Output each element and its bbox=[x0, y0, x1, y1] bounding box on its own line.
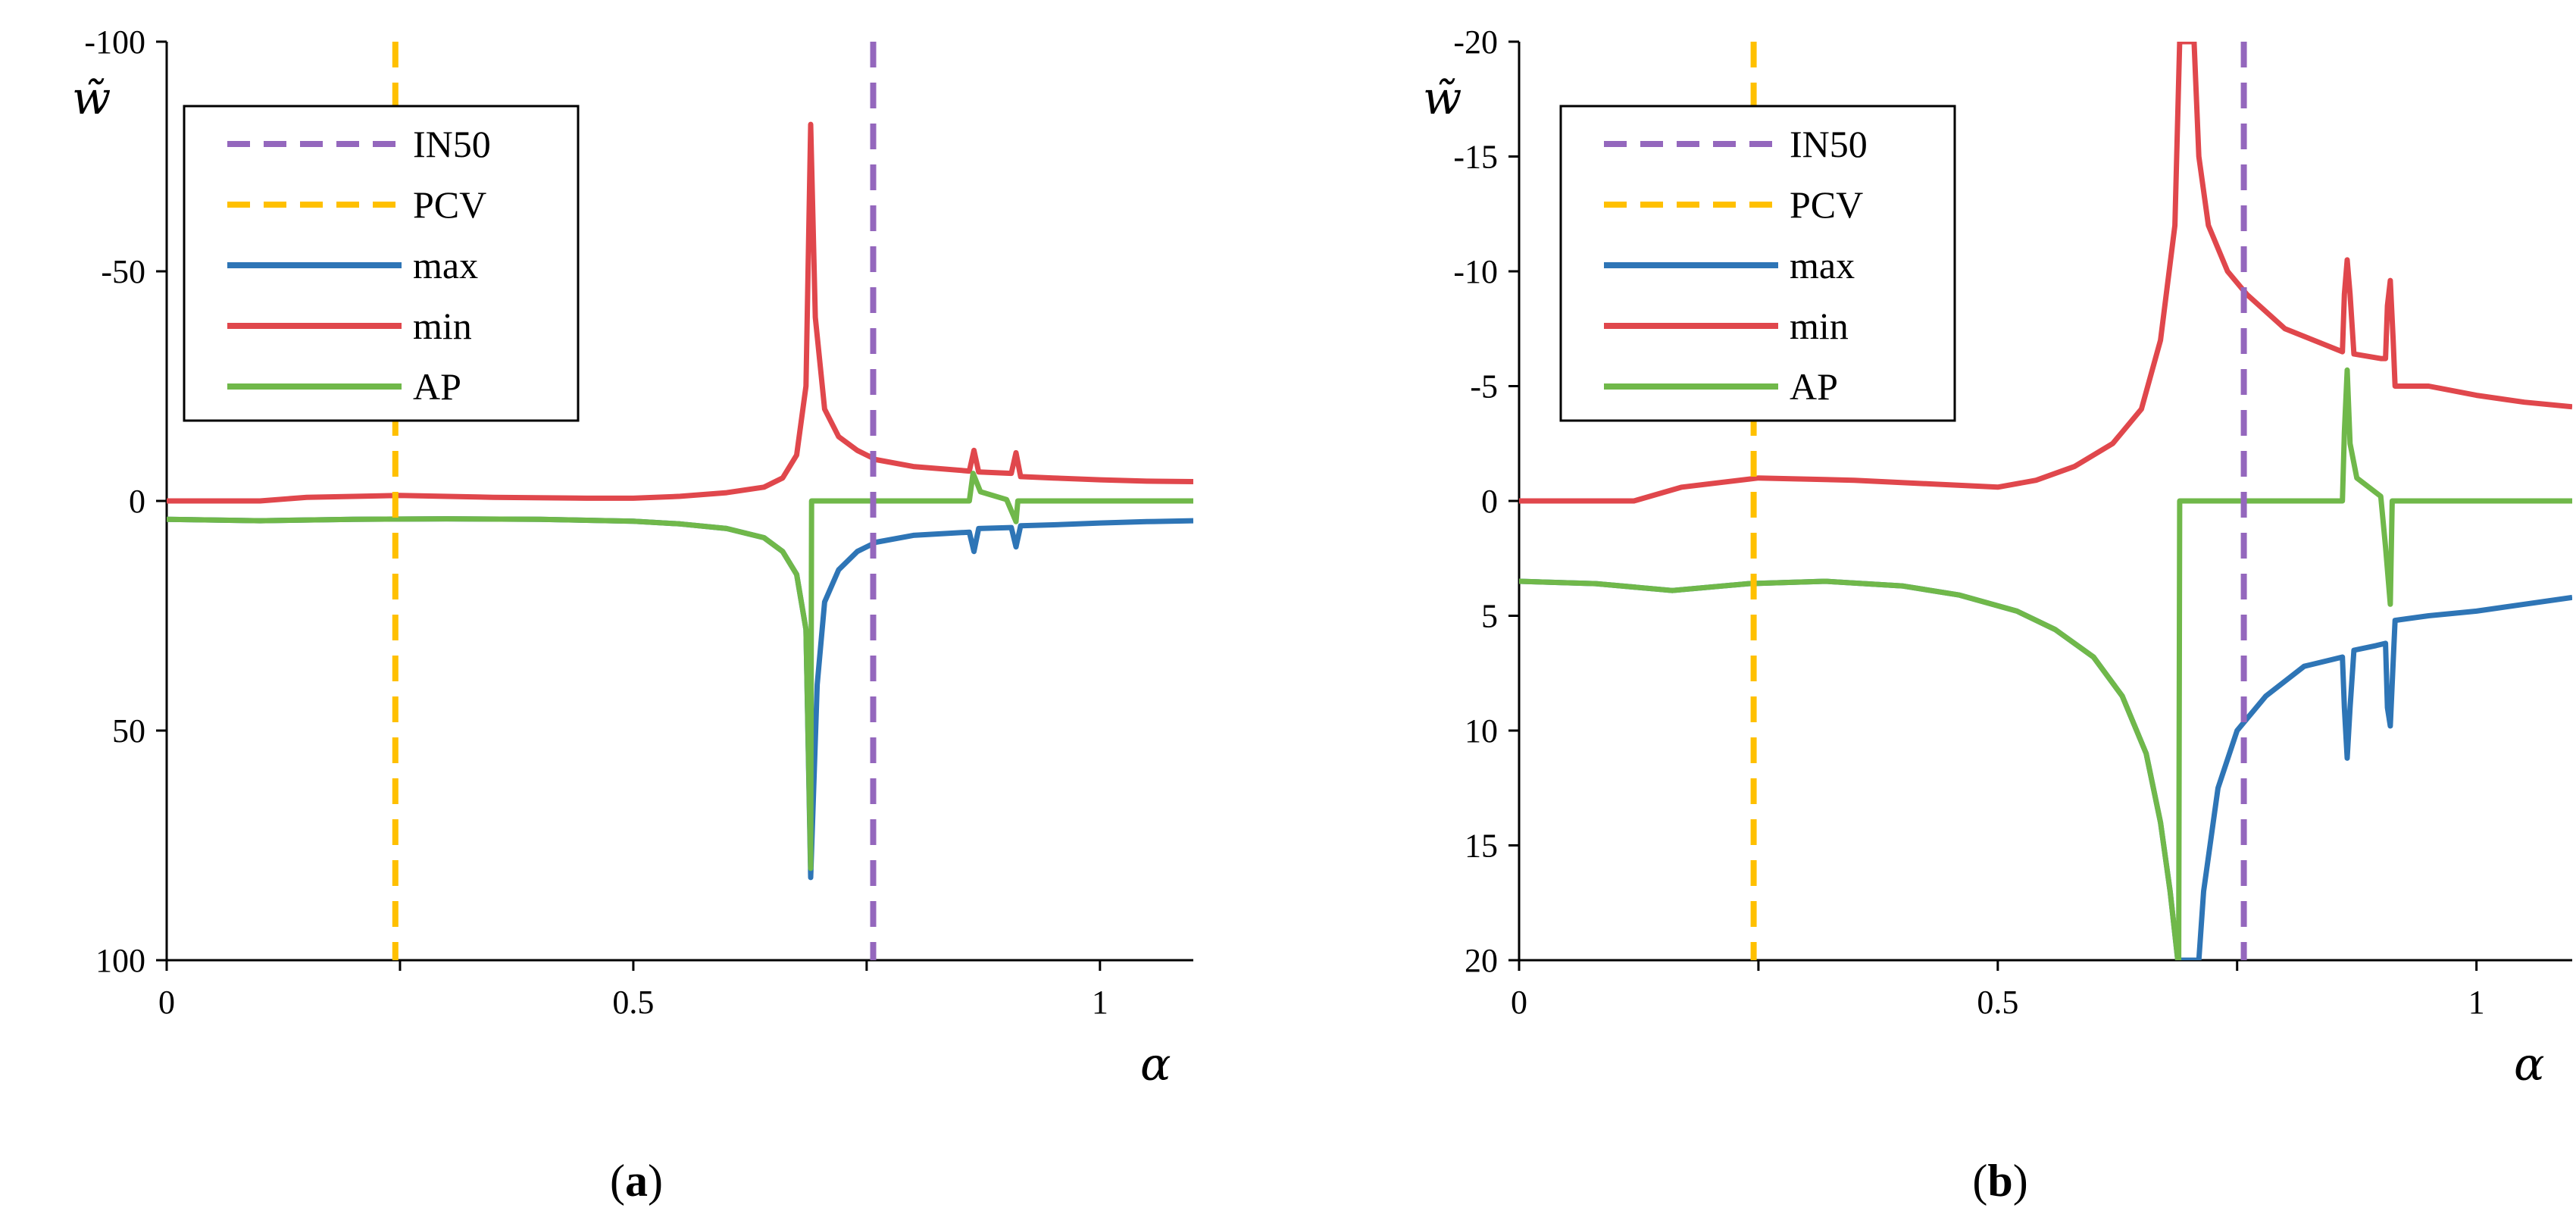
legend: IN50 PCV max min AP bbox=[1559, 105, 1956, 422]
y-tick-label: -10 bbox=[1453, 253, 1498, 290]
panel-caption: (b) bbox=[1972, 1156, 2027, 1206]
y-tick-label: -5 bbox=[1470, 368, 1498, 405]
x-tick-label: 1 bbox=[2468, 984, 2485, 1021]
panel-caption: (a) bbox=[610, 1156, 663, 1206]
legend-label-ap: AP bbox=[413, 365, 461, 408]
y-tick-label: -50 bbox=[101, 253, 145, 290]
y-tick-label: -20 bbox=[1453, 23, 1498, 61]
y-tick-label: 20 bbox=[1465, 942, 1498, 979]
y-axis-label: w̃ bbox=[72, 72, 111, 125]
y-axis-label: w̃ bbox=[1423, 72, 1462, 125]
series-line-ap bbox=[1519, 367, 2572, 960]
series-line-min bbox=[167, 121, 1193, 504]
legend: IN50 PCV max min AP bbox=[183, 105, 580, 422]
series-line-min bbox=[1519, 42, 2572, 504]
plot-area: -20 -15 -10 -5 0 5 10 15 20 0 0.5 1 bbox=[1453, 23, 2572, 1021]
legend-label-max: max bbox=[413, 244, 478, 286]
y-tick-label: -15 bbox=[1453, 139, 1498, 176]
x-tick-label: 0.5 bbox=[612, 984, 654, 1021]
legend-label-min: min bbox=[1790, 305, 1849, 347]
series-line-ap bbox=[167, 471, 1193, 872]
x-tick-label: 0.5 bbox=[1977, 984, 2018, 1021]
y-tick-label: 5 bbox=[1481, 598, 1498, 635]
y-tick-label: -100 bbox=[84, 23, 145, 61]
legend-label-max: max bbox=[1790, 244, 1855, 286]
legend-label-in50: IN50 bbox=[1790, 123, 1868, 165]
series-line-max bbox=[167, 516, 1193, 881]
x-tick-label: 0 bbox=[158, 984, 175, 1021]
x-tick-label: 1 bbox=[1092, 984, 1108, 1021]
legend-label-in50: IN50 bbox=[413, 123, 491, 165]
series-line-max bbox=[1519, 578, 2572, 960]
x-axis-label: α bbox=[1140, 1038, 1171, 1091]
legend-label-min: min bbox=[413, 305, 472, 347]
caption-letter: b bbox=[1987, 1156, 2012, 1206]
y-tick-label: 50 bbox=[112, 712, 145, 750]
legend-label-ap: AP bbox=[1790, 365, 1838, 408]
caption-letter: a bbox=[625, 1156, 648, 1206]
legend-label-pcv: PCV bbox=[1790, 183, 1863, 226]
chart-panel-b: -20 -15 -10 -5 0 5 10 15 20 0 0.5 1 w̃ α IN50 PCV m… bbox=[1423, 23, 2572, 1206]
y-tick-label: 15 bbox=[1465, 828, 1498, 865]
plot-area: -100 -50 0 50 100 0 0.5 1 bbox=[84, 23, 1193, 1021]
y-tick-label: 0 bbox=[1481, 483, 1498, 520]
chart-panel-a: -100 -50 0 50 100 0 0.5 1 w̃ α IN50 PCV max min… bbox=[72, 23, 1193, 1206]
x-axis-label: α bbox=[2514, 1038, 2545, 1091]
y-tick-label: 10 bbox=[1465, 712, 1498, 750]
legend-label-pcv: PCV bbox=[413, 183, 486, 226]
y-tick-label: 100 bbox=[95, 942, 145, 979]
x-tick-label: 0 bbox=[1511, 984, 1527, 1021]
y-tick-label: 0 bbox=[129, 483, 145, 520]
